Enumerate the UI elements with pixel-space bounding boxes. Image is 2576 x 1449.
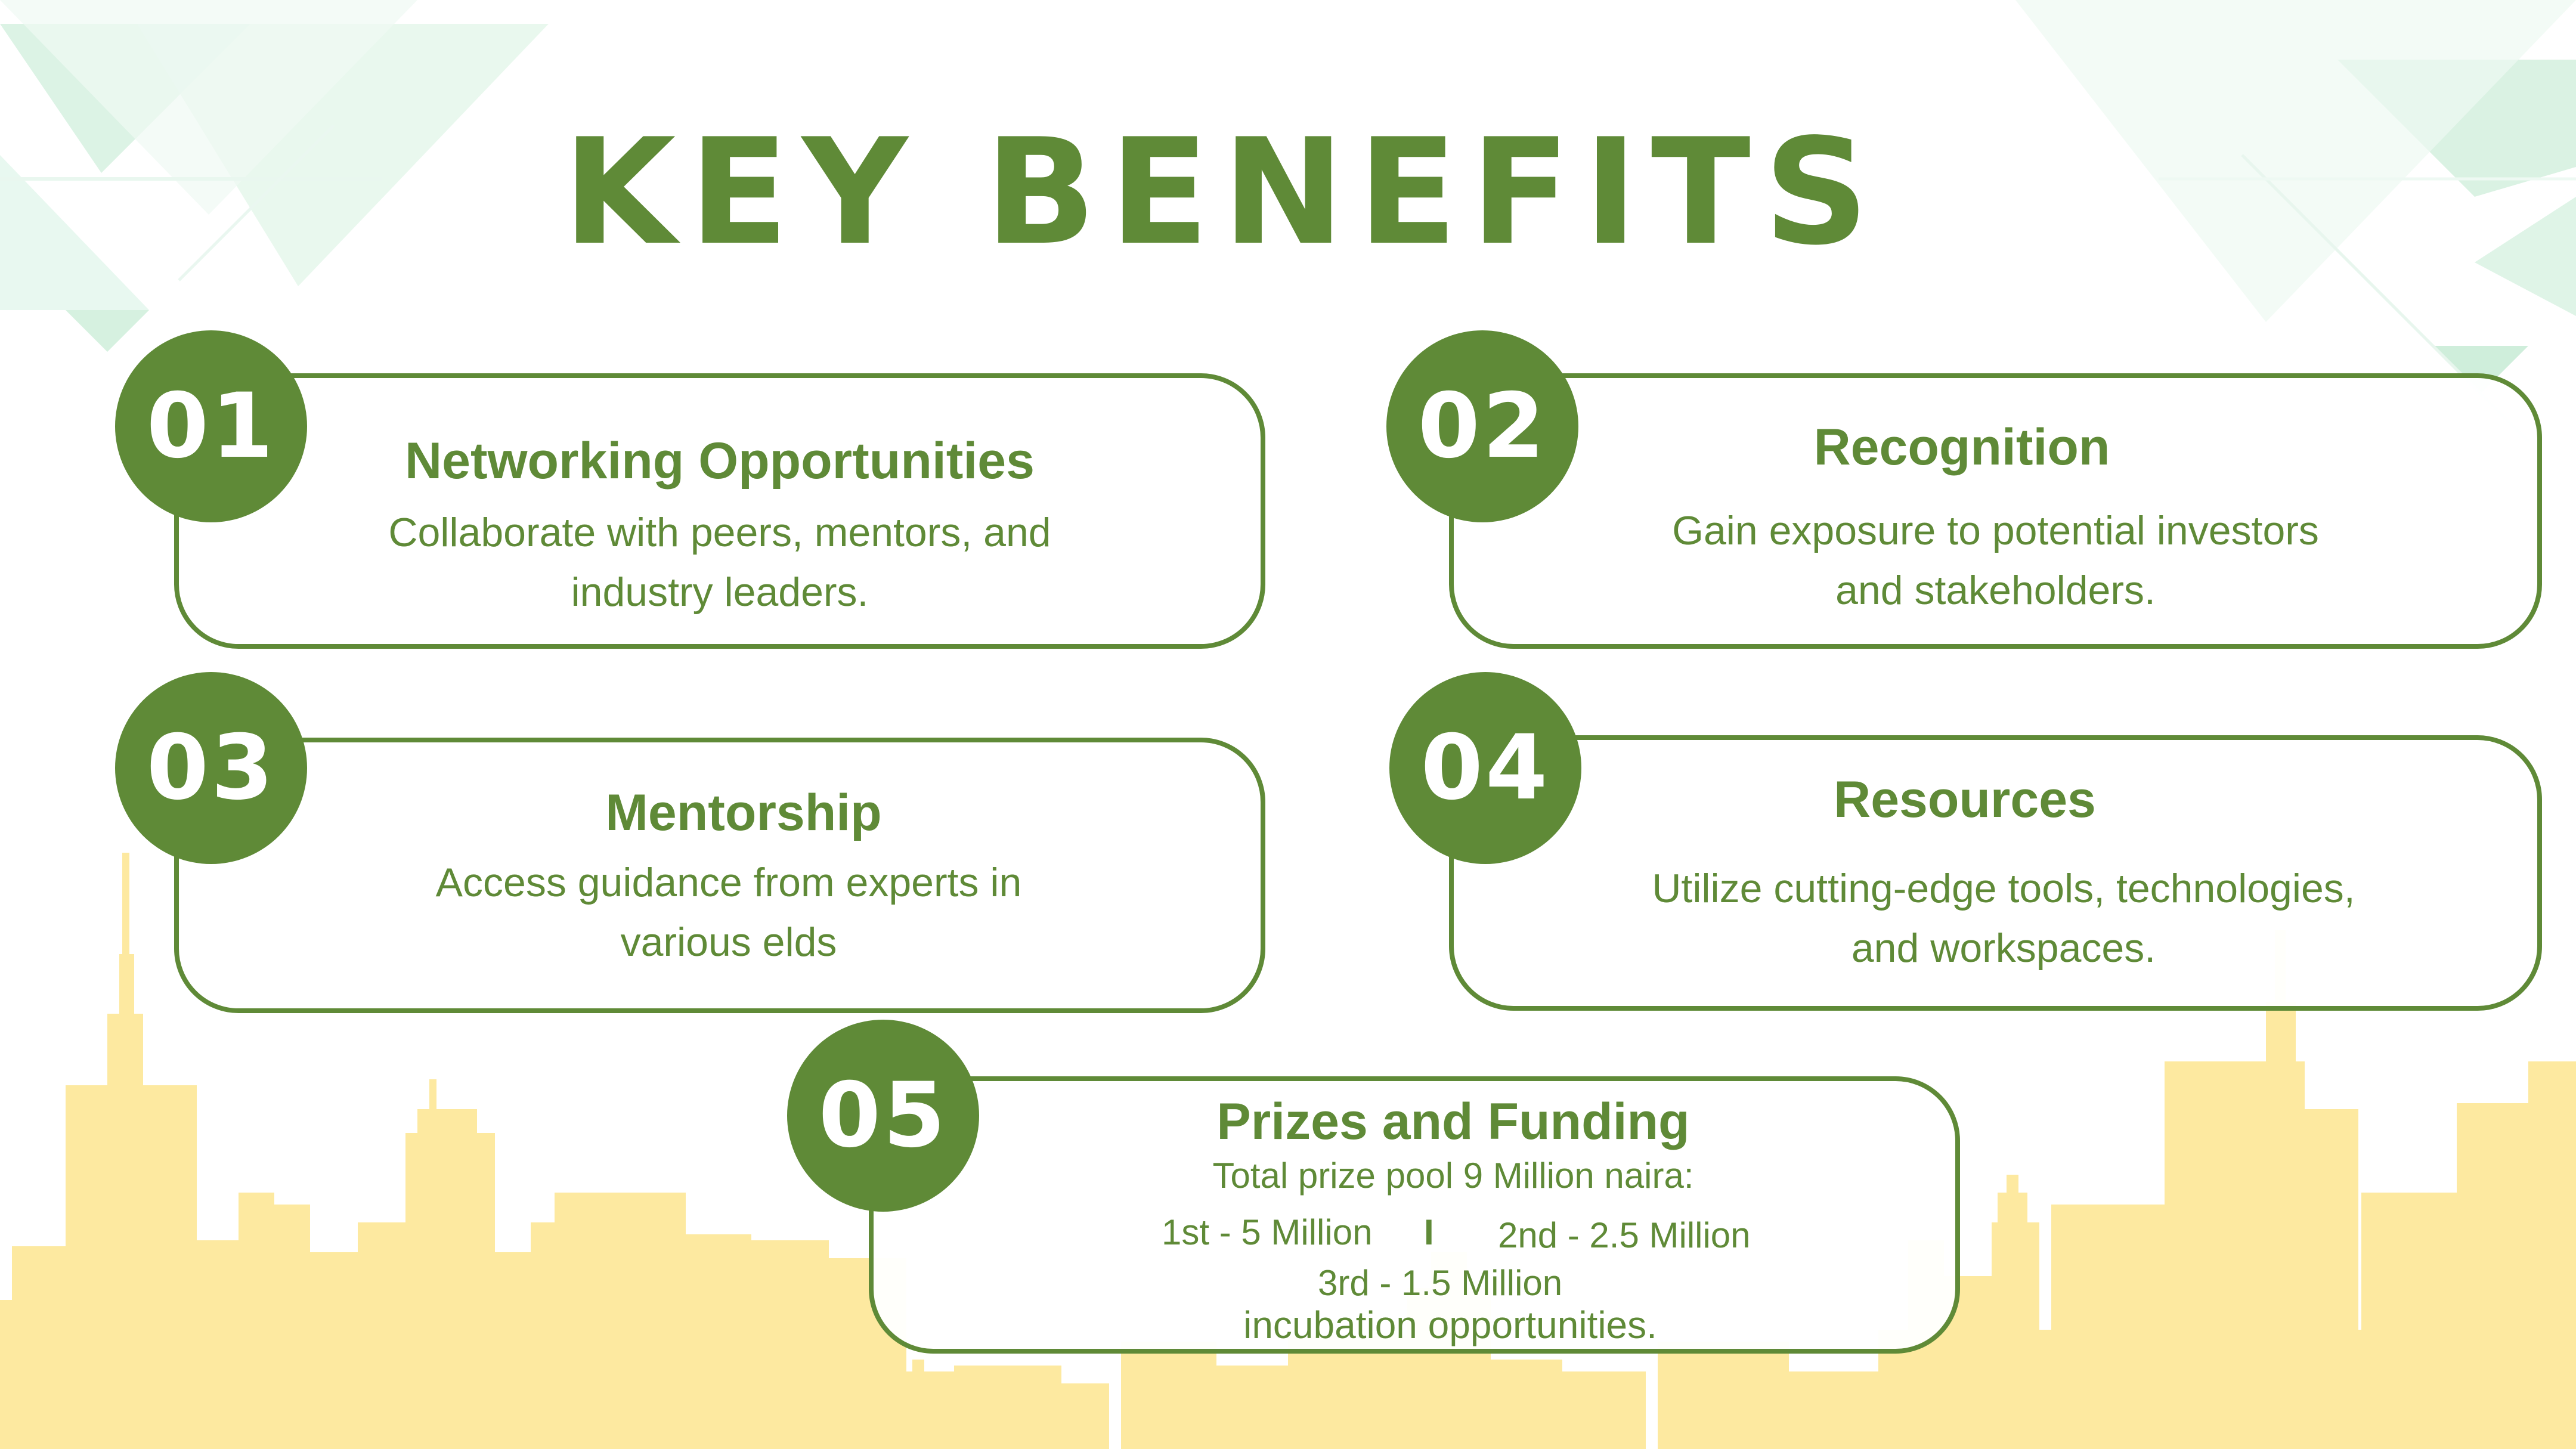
card-description-resources: Utilize cutting-edge tools, technologies… xyxy=(1449,859,2558,978)
city-skyline xyxy=(0,853,2576,1449)
prize-pool-text: Total prize pool 9 Million naira: xyxy=(1212,1156,1694,1196)
desc-line: and stakeholders. xyxy=(1835,568,2156,613)
incubation-text: incubation opportunities. xyxy=(1243,1304,1657,1346)
number-badge-05: 05 xyxy=(787,1020,979,1212)
card-heading-resources: Resources xyxy=(1834,771,2096,828)
second-prize: 2nd - 2.5 Million xyxy=(1498,1215,1751,1255)
number-badge-02: 02 xyxy=(1386,330,1578,522)
desc-line: Utilize cutting-edge tools, technologies… xyxy=(1652,866,2355,911)
benefit-card-resources xyxy=(1449,735,2542,1011)
number-badge-03: 03 xyxy=(115,672,307,864)
desc-line: Collaborate with peers, mentors, and xyxy=(388,510,1051,555)
benefit-card-networking xyxy=(174,373,1265,649)
card-heading-recognition: Recognition xyxy=(1813,419,2110,476)
desc-line: industry leaders. xyxy=(571,569,869,615)
card-heading-prizes: Prizes and Funding xyxy=(1216,1093,1690,1150)
desc-line: Access guidance from experts in xyxy=(435,860,1022,905)
page-title: KEY BENEFITS xyxy=(562,107,1883,277)
benefit-card-recognition xyxy=(1449,373,2542,649)
desc-line: various elds xyxy=(620,919,837,965)
top-left-triangles xyxy=(0,0,549,352)
prize-separator: I xyxy=(1424,1212,1434,1252)
desc-line: and workspaces. xyxy=(1851,925,2156,971)
first-prize: 1st - 5 Million xyxy=(1162,1212,1373,1252)
card-description-mentorship: Access guidance from experts in various … xyxy=(174,853,1283,972)
number-badge-01: 01 xyxy=(115,330,307,522)
card-heading-networking: Networking Opportunities xyxy=(405,432,1035,490)
desc-line: Gain exposure to potential investors xyxy=(1672,508,2319,553)
card-description-recognition: Gain exposure to potential investors and… xyxy=(1449,501,2542,620)
benefit-card-prizes xyxy=(869,1076,1960,1354)
card-heading-mentorship: Mentorship xyxy=(605,784,882,841)
card-description-networking: Collaborate with peers, mentors, and ind… xyxy=(174,503,1265,622)
third-prize: 3rd - 1.5 Million xyxy=(1318,1263,1563,1303)
benefit-card-mentorship xyxy=(174,738,1265,1013)
number-badge-04: 04 xyxy=(1389,672,1581,864)
